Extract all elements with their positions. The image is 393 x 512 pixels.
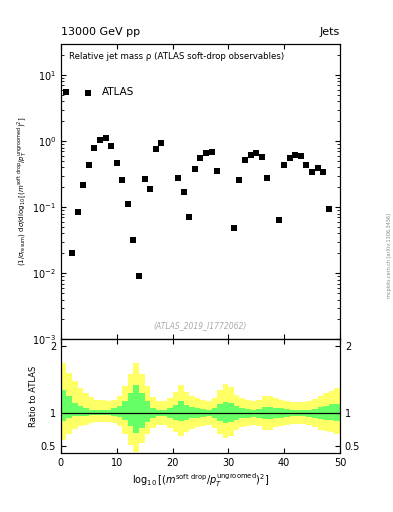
Point: [130, 236, 137, 244]
Text: Jets: Jets: [320, 27, 340, 37]
Point: [75, 208, 81, 216]
Point: [186, 212, 193, 221]
Point: [303, 161, 310, 169]
Text: Relative jet mass ρ (ATLAS soft-drop observables): Relative jet mass ρ (ATLAS soft-drop obs…: [69, 52, 285, 61]
Point: [103, 134, 109, 142]
Point: [320, 168, 326, 176]
Point: [119, 176, 125, 184]
Text: (ATLAS_2019_I1772062): (ATLAS_2019_I1772062): [154, 322, 247, 330]
Point: [152, 145, 159, 154]
Point: [286, 154, 293, 162]
Point: [69, 249, 75, 258]
Text: mcplots.cern.ch [arXiv:1306.3436]: mcplots.cern.ch [arXiv:1306.3436]: [387, 214, 392, 298]
Point: [192, 165, 198, 173]
Point: [97, 136, 103, 144]
Point: [259, 153, 265, 161]
Point: [242, 156, 248, 164]
Point: [91, 144, 97, 153]
Point: [292, 151, 298, 159]
Point: [86, 161, 92, 169]
Point: [236, 176, 242, 184]
Point: [275, 216, 282, 224]
Point: [214, 167, 220, 175]
Y-axis label: Ratio to ATLAS: Ratio to ATLAS: [29, 366, 38, 427]
X-axis label: $\log_{10}[(m^{\rm soft\ drop}/p_T^{\rm ungroomed})^2]$: $\log_{10}[(m^{\rm soft\ drop}/p_T^{\rm …: [132, 471, 269, 488]
Point: [309, 168, 315, 176]
Y-axis label: $(1/\sigma_{\rm resum})\ \mathrm{d}\sigma/\mathrm{d}\log_{10}[(m^{\rm soft\ drop: $(1/\sigma_{\rm resum})\ \mathrm{d}\sigm…: [16, 117, 29, 266]
Point: [248, 151, 254, 159]
Point: [314, 164, 321, 172]
Point: [203, 150, 209, 158]
Point: [180, 188, 187, 196]
Point: [114, 159, 120, 167]
Point: [197, 154, 204, 162]
Point: [253, 148, 259, 157]
Point: [108, 142, 114, 150]
Point: [141, 175, 148, 183]
Point: [80, 180, 86, 188]
Point: [63, 88, 70, 96]
Legend: ATLAS: ATLAS: [75, 84, 137, 100]
Point: [326, 205, 332, 213]
Point: [264, 174, 270, 182]
Point: [125, 200, 131, 208]
Point: [298, 152, 304, 160]
Point: [147, 185, 153, 193]
Point: [281, 161, 287, 169]
Point: [175, 174, 181, 182]
Text: 13000 GeV pp: 13000 GeV pp: [61, 27, 140, 37]
Point: [208, 148, 215, 156]
Point: [158, 138, 165, 146]
Point: [136, 272, 142, 281]
Point: [231, 224, 237, 232]
